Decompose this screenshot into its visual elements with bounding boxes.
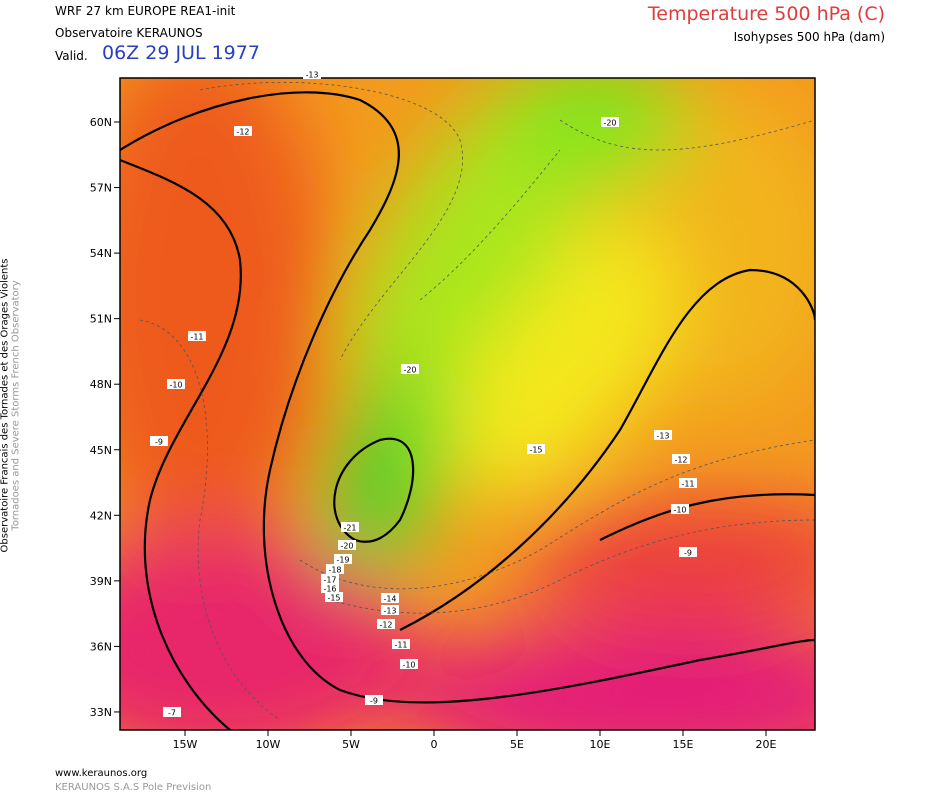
contour-label: -16 (323, 585, 336, 594)
contour-label-box (679, 547, 697, 557)
contour-label-box (167, 379, 185, 389)
contour-label: -12 (379, 621, 392, 630)
contour-label: -18 (328, 566, 341, 575)
lon-label: 5E (510, 738, 524, 751)
contour-label: -7 (168, 709, 176, 718)
contour-label-box (365, 695, 383, 705)
lon-label: 20E (756, 738, 777, 751)
contour-label-box (679, 478, 697, 488)
contour-label-box (338, 540, 356, 550)
contour-label-box (392, 639, 410, 649)
contour-label-box (381, 593, 399, 603)
contour-label: -10 (169, 381, 182, 390)
contour-label: -9 (370, 697, 378, 706)
source: Observatoire KERAUNOS (55, 26, 203, 40)
contour-label: -14 (383, 595, 396, 604)
contour-label: -9 (155, 438, 163, 447)
contour-label-box (377, 619, 395, 629)
contour-label-box (341, 522, 359, 532)
lon-label: 5W (342, 738, 360, 751)
lon-label: 15E (673, 738, 694, 751)
contour-label-box (325, 592, 343, 602)
contour-label: -12 (236, 128, 249, 137)
model-title: WRF 27 km EUROPE REA1-init (55, 4, 236, 18)
contour-label-box (401, 364, 419, 374)
contour-label: -19 (336, 556, 349, 565)
contour-label-box (601, 117, 619, 127)
lon-label: 15W (173, 738, 198, 751)
contour-label-box (326, 564, 344, 574)
contour-label-box (234, 126, 252, 136)
lon-label: 10W (256, 738, 281, 751)
contour-label-box (303, 69, 321, 79)
lat-label: 51N (90, 313, 112, 326)
contour-label-box (400, 659, 418, 669)
contour-label: -11 (190, 333, 203, 342)
contour-label: -11 (681, 480, 694, 489)
lat-label: 57N (90, 182, 112, 195)
lat-label: 45N (90, 444, 112, 457)
contour-label: -21 (343, 524, 356, 533)
lat-label: 48N (90, 378, 112, 391)
footer-site: www.keraunos.org (55, 768, 148, 779)
contour-label-box (188, 331, 206, 341)
contour-label: -13 (656, 432, 669, 441)
contour-label-box (671, 504, 689, 514)
contour-label-box (654, 430, 672, 440)
valid-prefix: Valid. (55, 49, 88, 63)
contour-label: -10 (402, 661, 415, 670)
contour-label: -13 (305, 71, 318, 80)
lon-label: 10E (590, 738, 611, 751)
lat-label: 36N (90, 640, 112, 653)
contour-label-box (150, 436, 168, 446)
contour-label: -12 (674, 456, 687, 465)
contour-title: Isohypses 500 hPa (dam) (733, 30, 885, 44)
field-title: Temperature 500 hPa (C) (647, 3, 885, 25)
contour-label-box (672, 454, 690, 464)
contour-label: -17 (323, 576, 336, 585)
contour-label-box (163, 707, 181, 717)
lat-label: 54N (90, 247, 112, 260)
contour-label-box (321, 583, 339, 593)
lat-label: 42N (90, 509, 112, 522)
contour-label-box (381, 605, 399, 615)
lon-label: 0 (431, 738, 438, 751)
contour-label: -13 (383, 607, 396, 616)
contour-label: -10 (673, 506, 686, 515)
contour-label: -15 (529, 446, 542, 455)
contour-label: -9 (684, 549, 692, 558)
lat-label: 33N (90, 706, 112, 719)
contour-label: -20 (603, 119, 616, 128)
contour-label: -20 (403, 366, 416, 375)
lat-label: 60N (90, 116, 112, 129)
contour-label-box (321, 574, 339, 584)
footer-company: KERAUNOS S.A.S Pole Prevision (55, 782, 212, 793)
contour-label-box (334, 554, 352, 564)
temperature-field (120, 78, 815, 730)
contour-label: -15 (327, 594, 340, 603)
contour-label: -20 (340, 542, 353, 551)
contour-label-box (527, 444, 545, 454)
contour-label: -11 (394, 641, 407, 650)
valid-time: 06Z 29 JUL 1977 (102, 42, 260, 64)
map-frame (119, 77, 816, 731)
lat-label: 39N (90, 575, 112, 588)
